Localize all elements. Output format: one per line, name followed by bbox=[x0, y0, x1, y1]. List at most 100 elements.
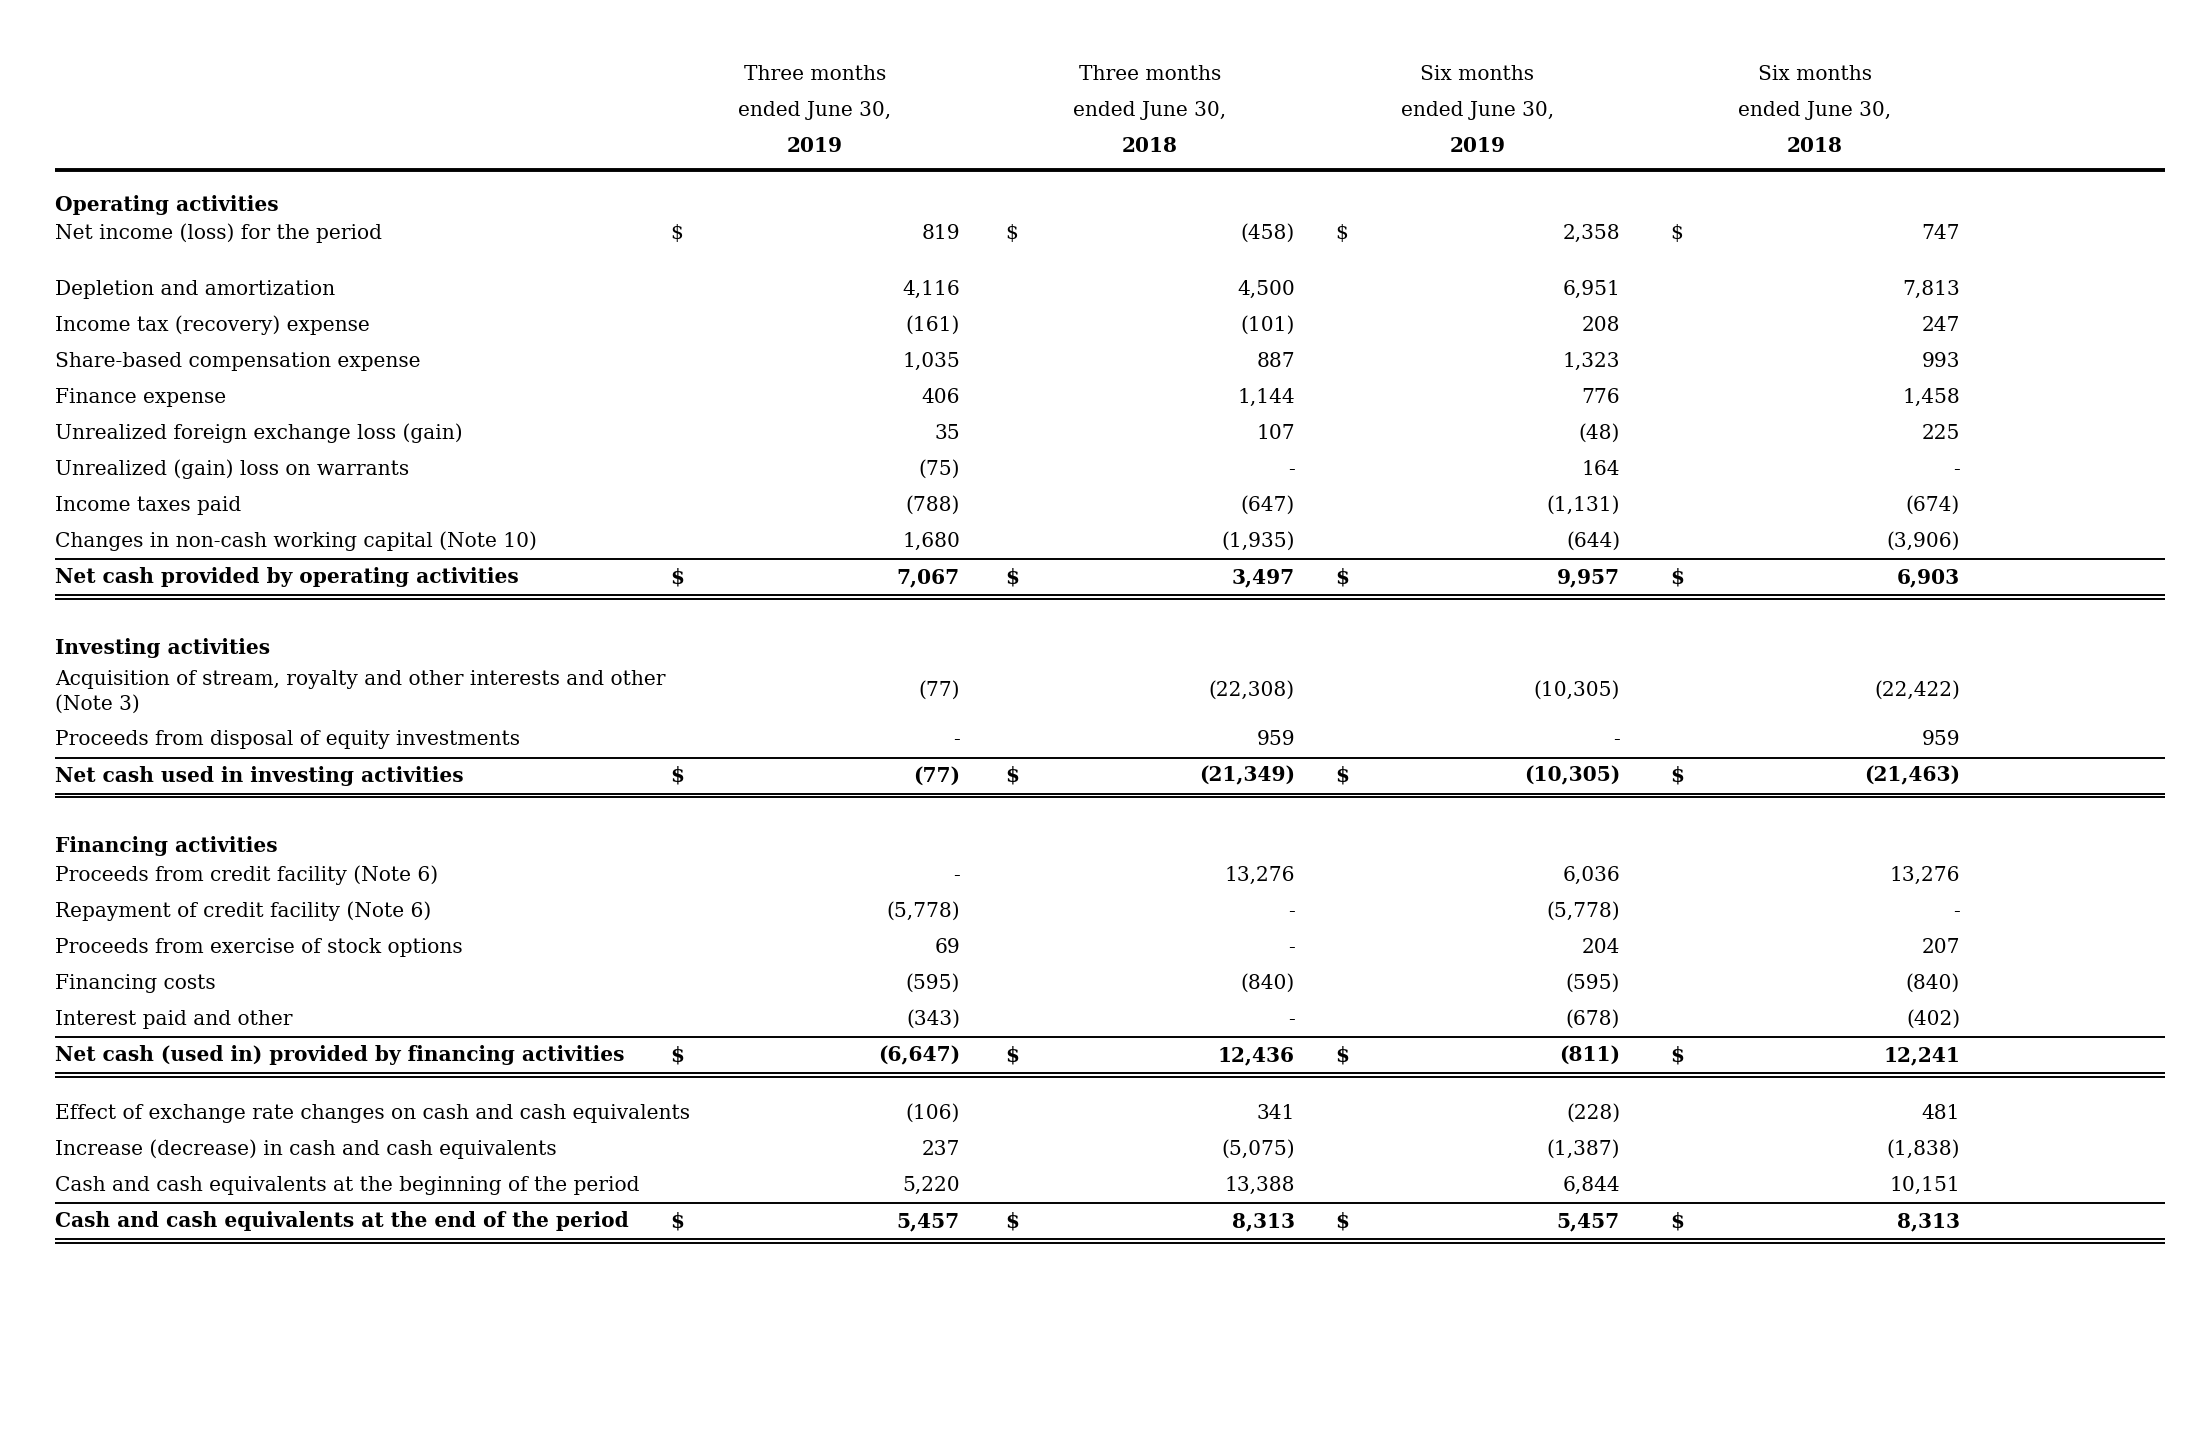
Text: 2018: 2018 bbox=[1122, 136, 1177, 156]
Text: $: $ bbox=[1005, 1211, 1019, 1231]
Text: 13,388: 13,388 bbox=[1225, 1176, 1296, 1195]
Text: Proceeds from credit facility (Note 6): Proceeds from credit facility (Note 6) bbox=[55, 866, 438, 885]
Text: -: - bbox=[1289, 1009, 1296, 1028]
Text: (6,647): (6,647) bbox=[878, 1045, 959, 1066]
Text: $: $ bbox=[1335, 766, 1349, 786]
Text: 5,457: 5,457 bbox=[898, 1211, 959, 1231]
Text: (21,349): (21,349) bbox=[1199, 766, 1296, 786]
Text: 1,323: 1,323 bbox=[1562, 352, 1619, 371]
Text: Financing costs: Financing costs bbox=[55, 973, 216, 993]
Text: $: $ bbox=[1670, 1211, 1683, 1231]
Text: $: $ bbox=[1670, 224, 1683, 243]
Text: (1,935): (1,935) bbox=[1221, 531, 1296, 550]
Text: $: $ bbox=[1335, 1211, 1349, 1231]
Text: 6,951: 6,951 bbox=[1562, 279, 1619, 298]
Text: (595): (595) bbox=[906, 973, 959, 993]
Text: 13,276: 13,276 bbox=[1225, 866, 1296, 885]
Text: 237: 237 bbox=[922, 1140, 959, 1158]
Text: 1,035: 1,035 bbox=[902, 352, 959, 371]
Text: (647): (647) bbox=[1241, 495, 1296, 515]
Text: $: $ bbox=[1005, 568, 1019, 588]
Text: 69: 69 bbox=[935, 938, 959, 957]
Text: (5,075): (5,075) bbox=[1221, 1140, 1296, 1158]
Text: -: - bbox=[953, 730, 959, 749]
Text: ended June 30,: ended June 30, bbox=[739, 100, 891, 120]
Text: 819: 819 bbox=[922, 224, 959, 243]
Text: 225: 225 bbox=[1921, 424, 1960, 443]
Text: 5,220: 5,220 bbox=[902, 1176, 959, 1195]
Text: -: - bbox=[1289, 938, 1296, 957]
Text: 35: 35 bbox=[935, 424, 959, 443]
Text: (106): (106) bbox=[906, 1103, 959, 1122]
Text: Net cash used in investing activities: Net cash used in investing activities bbox=[55, 766, 464, 786]
Text: -: - bbox=[1954, 902, 1960, 921]
Text: Share-based compensation expense: Share-based compensation expense bbox=[55, 352, 420, 371]
Text: (22,422): (22,422) bbox=[1874, 681, 1960, 699]
Text: 959: 959 bbox=[1256, 730, 1296, 749]
Text: Financing activities: Financing activities bbox=[55, 837, 277, 856]
Text: Three months: Three months bbox=[744, 65, 887, 84]
Text: Income tax (recovery) expense: Income tax (recovery) expense bbox=[55, 316, 370, 336]
Text: 993: 993 bbox=[1921, 352, 1960, 371]
Text: 7,067: 7,067 bbox=[898, 568, 959, 588]
Text: 2019: 2019 bbox=[788, 136, 843, 156]
Text: $: $ bbox=[1005, 1045, 1019, 1066]
Text: (22,308): (22,308) bbox=[1208, 681, 1296, 699]
Text: (1,387): (1,387) bbox=[1547, 1140, 1619, 1158]
Text: $: $ bbox=[1335, 224, 1349, 243]
Text: Six months: Six months bbox=[1758, 65, 1872, 84]
Text: (674): (674) bbox=[1905, 495, 1960, 515]
Text: $: $ bbox=[1005, 224, 1019, 243]
Text: 341: 341 bbox=[1256, 1103, 1296, 1122]
Text: 4,116: 4,116 bbox=[902, 279, 959, 298]
Text: Effect of exchange rate changes on cash and cash equivalents: Effect of exchange rate changes on cash … bbox=[55, 1103, 691, 1122]
Text: 1,680: 1,680 bbox=[902, 531, 959, 550]
Text: 12,436: 12,436 bbox=[1219, 1045, 1296, 1066]
Text: 2018: 2018 bbox=[1786, 136, 1844, 156]
Text: Finance expense: Finance expense bbox=[55, 388, 227, 407]
Text: $: $ bbox=[1670, 568, 1683, 588]
Text: -: - bbox=[1954, 460, 1960, 479]
Text: $: $ bbox=[671, 1211, 684, 1231]
Text: 107: 107 bbox=[1256, 424, 1296, 443]
Text: (5,778): (5,778) bbox=[887, 902, 959, 921]
Text: $: $ bbox=[1335, 568, 1349, 588]
Text: 6,903: 6,903 bbox=[1896, 568, 1960, 588]
Text: 2,358: 2,358 bbox=[1562, 224, 1619, 243]
Text: 1,458: 1,458 bbox=[1903, 388, 1960, 407]
Text: $: $ bbox=[671, 224, 682, 243]
Text: 13,276: 13,276 bbox=[1890, 866, 1960, 885]
Text: (10,305): (10,305) bbox=[1525, 766, 1619, 786]
Text: (21,463): (21,463) bbox=[1863, 766, 1960, 786]
Text: (48): (48) bbox=[1580, 424, 1619, 443]
Text: Changes in non-cash working capital (Note 10): Changes in non-cash working capital (Not… bbox=[55, 531, 537, 552]
Text: $: $ bbox=[671, 766, 684, 786]
Text: 9,957: 9,957 bbox=[1558, 568, 1619, 588]
Text: Six months: Six months bbox=[1421, 65, 1536, 84]
Text: 6,036: 6,036 bbox=[1562, 866, 1619, 885]
Text: 2019: 2019 bbox=[1450, 136, 1505, 156]
Text: 481: 481 bbox=[1921, 1103, 1960, 1122]
Text: Net cash provided by operating activities: Net cash provided by operating activitie… bbox=[55, 568, 519, 588]
Text: -: - bbox=[953, 866, 959, 885]
Text: (402): (402) bbox=[1905, 1009, 1960, 1028]
Text: 8,313: 8,313 bbox=[1896, 1211, 1960, 1231]
Text: (161): (161) bbox=[906, 316, 959, 334]
Text: (5,778): (5,778) bbox=[1547, 902, 1619, 921]
Text: ended June 30,: ended June 30, bbox=[1738, 100, 1892, 120]
Text: Unrealized (gain) loss on warrants: Unrealized (gain) loss on warrants bbox=[55, 459, 409, 479]
Text: (595): (595) bbox=[1566, 973, 1619, 993]
Text: Net cash (used in) provided by financing activities: Net cash (used in) provided by financing… bbox=[55, 1045, 625, 1066]
Text: $: $ bbox=[1670, 766, 1683, 786]
Text: 5,457: 5,457 bbox=[1558, 1211, 1619, 1231]
Text: 4,500: 4,500 bbox=[1236, 279, 1296, 298]
Text: Proceeds from disposal of equity investments: Proceeds from disposal of equity investm… bbox=[55, 730, 519, 749]
Text: (458): (458) bbox=[1241, 224, 1296, 243]
Text: 959: 959 bbox=[1921, 730, 1960, 749]
Text: 208: 208 bbox=[1582, 316, 1619, 334]
Text: $: $ bbox=[671, 1045, 684, 1066]
Text: 406: 406 bbox=[922, 388, 959, 407]
Text: (840): (840) bbox=[1905, 973, 1960, 993]
Text: 1,144: 1,144 bbox=[1236, 388, 1296, 407]
Text: Cash and cash equivalents at the end of the period: Cash and cash equivalents at the end of … bbox=[55, 1211, 629, 1231]
